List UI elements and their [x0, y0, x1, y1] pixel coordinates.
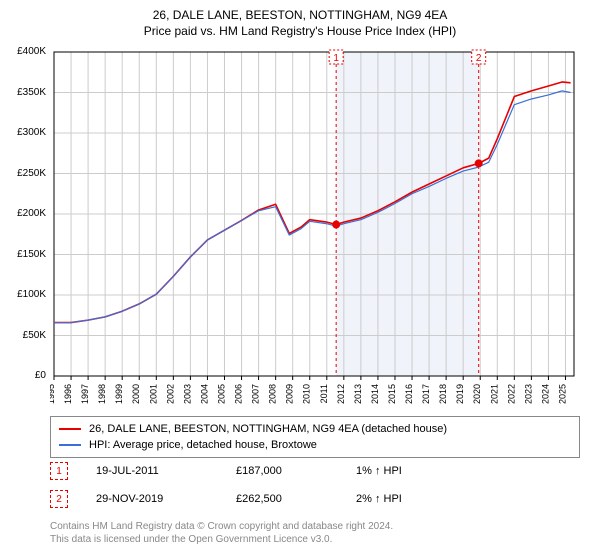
sale-marker-icon: 1 [50, 462, 68, 480]
legend-label: HPI: Average price, detached house, Brox… [89, 439, 317, 451]
sale-date: 19-JUL-2011 [96, 465, 236, 477]
svg-text:1998: 1998 [97, 384, 107, 404]
svg-text:1: 1 [333, 53, 339, 64]
y-axis-label: £150K [0, 249, 46, 260]
svg-text:2005: 2005 [216, 384, 226, 404]
y-axis-label: £400K [0, 46, 46, 57]
svg-text:2004: 2004 [199, 384, 209, 404]
sale-row: 1 19-JUL-2011 £187,000 1% ↑ HPI [50, 462, 580, 480]
svg-text:2015: 2015 [387, 384, 397, 404]
sale-price: £187,000 [236, 465, 356, 477]
footer-line: Contains HM Land Registry data © Crown c… [50, 520, 580, 533]
price-chart: £0£50K£100K£150K£200K£250K£300K£350K£400… [50, 46, 580, 406]
y-axis-label: £50K [0, 330, 46, 341]
svg-text:2024: 2024 [540, 384, 550, 404]
legend: 26, DALE LANE, BEESTON, NOTTINGHAM, NG9 … [50, 416, 580, 458]
sale-marker-icon: 2 [50, 490, 68, 508]
svg-text:2012: 2012 [336, 384, 346, 404]
svg-text:2020: 2020 [472, 384, 482, 404]
footer-line: This data is licensed under the Open Gov… [50, 533, 580, 546]
footer-attribution: Contains HM Land Registry data © Crown c… [50, 520, 580, 546]
address-title: 26, DALE LANE, BEESTON, NOTTINGHAM, NG9 … [0, 8, 600, 22]
legend-item: 26, DALE LANE, BEESTON, NOTTINGHAM, NG9 … [59, 421, 571, 437]
sale-pct: 2% ↑ HPI [356, 493, 580, 505]
y-axis-label: £0 [0, 370, 46, 381]
y-axis-label: £350K [0, 87, 46, 98]
svg-text:1997: 1997 [80, 384, 90, 404]
y-axis-label: £200K [0, 208, 46, 219]
svg-text:2023: 2023 [523, 384, 533, 404]
sale-price: £262,500 [236, 493, 356, 505]
svg-text:2002: 2002 [165, 384, 175, 404]
svg-text:2018: 2018 [438, 384, 448, 404]
svg-text:2019: 2019 [455, 384, 465, 404]
y-axis-label: £300K [0, 127, 46, 138]
svg-text:2010: 2010 [302, 384, 312, 404]
svg-text:2: 2 [476, 53, 482, 64]
svg-text:2021: 2021 [489, 384, 499, 404]
chart-subtitle: Price paid vs. HM Land Registry's House … [0, 24, 600, 38]
svg-text:2008: 2008 [268, 384, 278, 404]
svg-text:1995: 1995 [50, 384, 56, 404]
svg-text:2016: 2016 [404, 384, 414, 404]
y-axis-label: £250K [0, 168, 46, 179]
legend-swatch [59, 444, 81, 446]
svg-text:2025: 2025 [557, 384, 567, 404]
svg-text:2007: 2007 [251, 384, 261, 404]
y-axis-label: £100K [0, 289, 46, 300]
legend-swatch [59, 428, 81, 430]
svg-text:2001: 2001 [148, 384, 158, 404]
svg-text:2011: 2011 [319, 384, 329, 403]
svg-text:2006: 2006 [234, 384, 244, 404]
sale-row: 2 29-NOV-2019 £262,500 2% ↑ HPI [50, 490, 580, 508]
svg-text:2017: 2017 [421, 384, 431, 404]
svg-text:2022: 2022 [506, 384, 516, 404]
legend-label: 26, DALE LANE, BEESTON, NOTTINGHAM, NG9 … [89, 423, 447, 435]
svg-text:1999: 1999 [114, 384, 124, 404]
sale-date: 29-NOV-2019 [96, 493, 236, 505]
svg-text:2013: 2013 [353, 384, 363, 404]
svg-text:2014: 2014 [370, 384, 380, 404]
sale-pct: 1% ↑ HPI [356, 465, 580, 477]
legend-item: HPI: Average price, detached house, Brox… [59, 437, 571, 453]
svg-text:2009: 2009 [285, 384, 295, 404]
svg-text:1996: 1996 [63, 384, 73, 404]
svg-text:2000: 2000 [131, 384, 141, 404]
svg-text:2003: 2003 [182, 384, 192, 404]
